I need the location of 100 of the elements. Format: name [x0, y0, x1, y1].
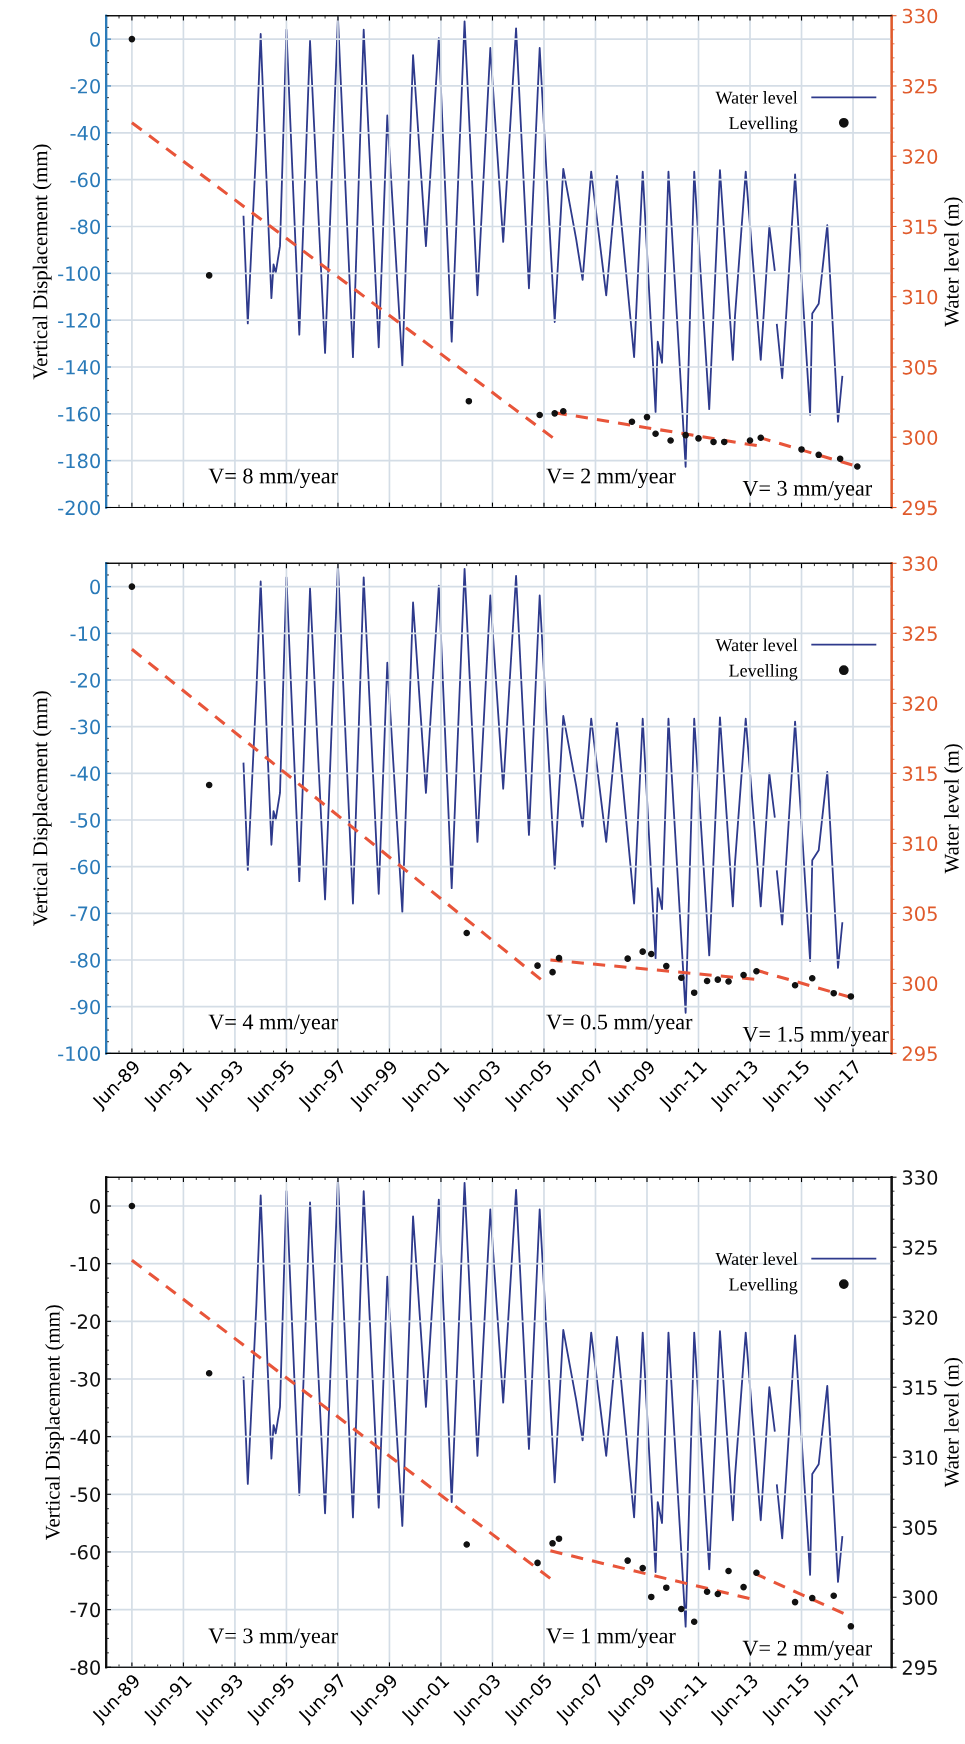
point	[678, 1605, 685, 1613]
y2-tick-label: 310	[902, 836, 938, 852]
point	[639, 1564, 646, 1572]
point	[714, 976, 722, 983]
point	[808, 1594, 816, 1602]
y2-tick-label: 325	[902, 1240, 937, 1255]
y2-tick-label: 330	[902, 556, 938, 571]
y2-tick-label: 315	[902, 1380, 937, 1395]
legend-label: Water level	[715, 1252, 798, 1266]
point	[667, 437, 674, 444]
y-tick-label: -40	[70, 125, 100, 141]
y-tick-label: -200	[58, 500, 100, 516]
y-tick-label: -70	[70, 1602, 100, 1618]
y-tick-label: -10	[70, 626, 100, 641]
y2-tick-label: 315	[902, 219, 937, 235]
point	[703, 977, 711, 985]
y-tick-label: -80	[70, 219, 100, 235]
legend-label: Levelling	[729, 116, 798, 134]
point	[720, 438, 728, 446]
point	[714, 1590, 722, 1598]
point	[624, 1557, 631, 1564]
legend-label: Water level	[715, 638, 798, 652]
point	[549, 968, 556, 976]
y-tick-label: -30	[70, 719, 100, 735]
y-tick-label: -140	[58, 359, 100, 375]
annotation: V= 0.5 mm/year	[546, 1014, 693, 1035]
y2-tick-label: 300	[902, 430, 938, 445]
y2-tick-label: 320	[902, 696, 938, 711]
y-tick-label: -20	[70, 672, 100, 688]
y2-tick-label: 310	[902, 1450, 938, 1465]
y2-axis-title: Water level (m)	[944, 1358, 963, 1488]
y-tick-label: 0	[90, 579, 100, 595]
point	[559, 407, 567, 415]
y2-tick-label: 320	[902, 149, 938, 164]
y-axis-title: Vertical Displacement (mm)	[32, 691, 52, 927]
point	[555, 954, 563, 962]
y-tick-label: -90	[70, 999, 100, 1015]
point	[791, 1598, 799, 1606]
point	[847, 993, 855, 1000]
y2-tick-label: 325	[902, 626, 937, 641]
point	[836, 455, 844, 463]
annotation: V= 2 mm/year	[742, 1640, 872, 1661]
point	[128, 35, 136, 43]
point	[647, 950, 655, 958]
y-tick-label: -10	[70, 1256, 100, 1272]
point	[740, 971, 747, 979]
point	[830, 989, 838, 997]
point	[205, 781, 213, 789]
annotation: V= 3 mm/year	[742, 480, 872, 501]
y-tick-label: -180	[58, 453, 100, 469]
y-tick-label: -60	[70, 1544, 100, 1560]
point	[798, 446, 805, 453]
y-tick-label: -40	[70, 1429, 100, 1445]
y-tick-label: -30	[70, 1371, 100, 1387]
y-tick-label: -40	[70, 766, 100, 781]
point	[663, 962, 670, 970]
y-tick-label: -80	[70, 1660, 100, 1675]
point	[536, 411, 543, 419]
y2-tick-label: 295	[902, 1046, 937, 1062]
point	[624, 955, 631, 962]
legend-label: Levelling	[729, 1277, 798, 1295]
point	[740, 1583, 747, 1591]
point	[643, 413, 651, 421]
y-tick-label: -20	[70, 78, 100, 94]
y2-tick-label: 300	[902, 1590, 938, 1605]
y-tick-label: -120	[58, 313, 100, 328]
y2-tick-label: 305	[902, 906, 937, 922]
y-tick-label: -60	[70, 859, 100, 875]
point	[847, 1623, 855, 1630]
point	[663, 1584, 670, 1591]
point	[128, 583, 136, 590]
point	[205, 1369, 213, 1377]
y2-tick-label: 310	[902, 289, 938, 305]
annotation: V= 2 mm/year	[546, 468, 676, 489]
y2-tick-label: 305	[902, 359, 937, 375]
point	[128, 1202, 136, 1210]
point	[652, 430, 659, 438]
y-axis-title: Vertical Displacement (mm)	[32, 144, 52, 380]
annotation: V= 3 mm/year	[208, 1628, 338, 1648]
y2-axis-title: Water level (m)	[944, 197, 963, 327]
y2-tick-label: 295	[902, 500, 937, 516]
point	[753, 967, 760, 975]
point	[830, 1592, 838, 1600]
point	[791, 981, 799, 989]
y-tick-label: 0	[90, 1198, 100, 1214]
annotation: V= 8 mm/year	[208, 468, 338, 489]
annotation: V= 1 mm/year	[546, 1628, 676, 1648]
point	[549, 1540, 556, 1547]
point	[647, 1593, 655, 1601]
y2-axis-title: Water level (m)	[944, 744, 963, 874]
point	[808, 974, 816, 982]
point	[703, 1588, 711, 1596]
point	[463, 929, 471, 937]
point	[690, 1618, 698, 1626]
y2-tick-label: 300	[902, 976, 938, 992]
y-tick-label: -80	[70, 952, 100, 968]
y2-tick-label: 320	[902, 1310, 938, 1325]
point	[465, 397, 473, 405]
point	[534, 962, 541, 969]
y-tick-label: -100	[58, 266, 100, 281]
